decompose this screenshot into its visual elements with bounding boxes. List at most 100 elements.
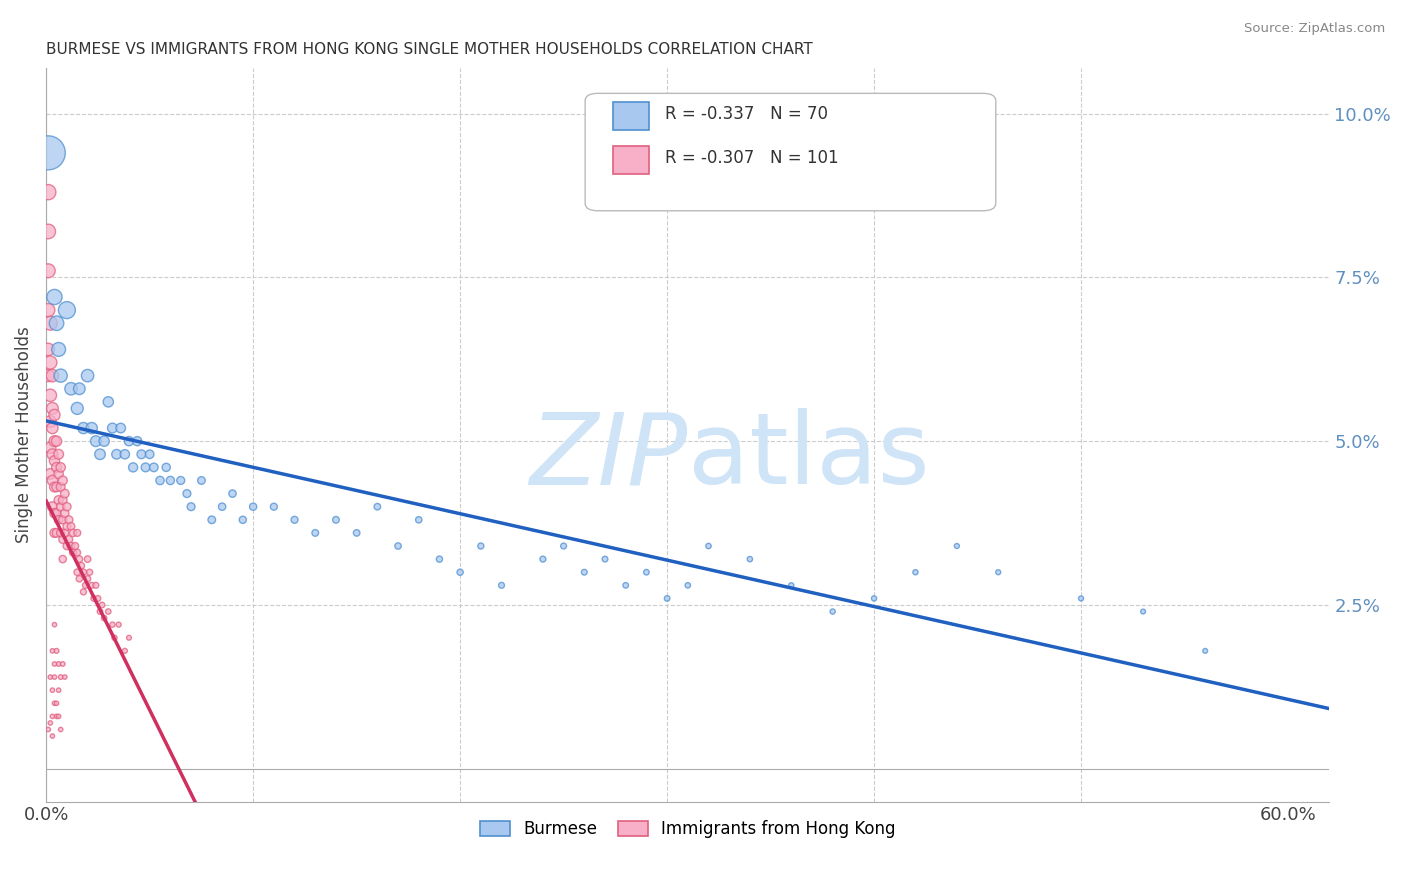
FancyBboxPatch shape xyxy=(585,94,995,211)
Text: Source: ZipAtlas.com: Source: ZipAtlas.com xyxy=(1244,22,1385,36)
Point xyxy=(904,566,927,580)
Point xyxy=(366,500,388,514)
Text: ZIP: ZIP xyxy=(530,409,688,505)
Point xyxy=(56,519,79,533)
Point xyxy=(60,539,83,553)
Point xyxy=(39,441,62,455)
Point xyxy=(58,533,80,547)
Point xyxy=(39,316,62,330)
Point xyxy=(211,500,233,514)
FancyBboxPatch shape xyxy=(613,146,650,174)
Point xyxy=(66,401,89,416)
Point xyxy=(170,474,193,488)
Point xyxy=(531,552,554,566)
Point xyxy=(79,566,101,580)
Point xyxy=(39,467,62,481)
Point xyxy=(636,566,658,580)
Point xyxy=(387,539,409,553)
Point xyxy=(80,421,103,435)
Point xyxy=(66,525,89,540)
Point xyxy=(89,605,111,619)
Point xyxy=(593,552,616,566)
Point xyxy=(49,368,72,383)
Point xyxy=(39,415,62,429)
Point xyxy=(49,500,72,514)
Point xyxy=(553,539,575,553)
Legend: Burmese, Immigrants from Hong Kong: Burmese, Immigrants from Hong Kong xyxy=(474,814,903,845)
Point xyxy=(135,460,157,475)
Point xyxy=(93,611,115,625)
Y-axis label: Single Mother Households: Single Mother Households xyxy=(15,326,32,543)
Point xyxy=(48,683,70,698)
Point xyxy=(263,500,285,514)
Point xyxy=(56,500,79,514)
Point xyxy=(325,513,347,527)
Point xyxy=(44,480,66,494)
Point xyxy=(48,343,70,357)
Point xyxy=(1070,591,1092,606)
Point xyxy=(201,513,224,527)
Point xyxy=(97,605,120,619)
Point xyxy=(53,506,76,520)
Point xyxy=(242,500,264,514)
Point xyxy=(491,578,513,592)
Point xyxy=(101,617,124,632)
Point xyxy=(45,696,67,710)
Point xyxy=(49,525,72,540)
Point xyxy=(41,447,63,461)
Point xyxy=(49,460,72,475)
Point xyxy=(232,513,254,527)
Point xyxy=(44,657,66,671)
Point xyxy=(56,539,79,553)
Point xyxy=(75,578,97,592)
Point xyxy=(142,460,165,475)
Point xyxy=(67,382,90,396)
Point xyxy=(41,644,63,658)
Point xyxy=(39,355,62,369)
Point xyxy=(39,388,62,402)
Point xyxy=(1132,605,1154,619)
Point xyxy=(48,709,70,723)
Point xyxy=(821,605,844,619)
Point xyxy=(105,447,128,461)
Point xyxy=(176,486,198,500)
Point xyxy=(67,572,90,586)
Point xyxy=(449,566,471,580)
Point xyxy=(118,434,141,449)
Point xyxy=(37,224,59,238)
Point xyxy=(53,525,76,540)
Point xyxy=(138,447,160,461)
Point xyxy=(304,525,326,540)
Point xyxy=(131,447,153,461)
Point xyxy=(76,368,98,383)
Point xyxy=(155,460,177,475)
Point xyxy=(44,434,66,449)
Point xyxy=(89,447,111,461)
Point xyxy=(45,525,67,540)
Point xyxy=(72,585,94,599)
Point xyxy=(84,434,107,449)
Point xyxy=(37,343,59,357)
Point xyxy=(1194,644,1216,658)
Point xyxy=(41,474,63,488)
Point xyxy=(44,290,66,304)
Point xyxy=(58,513,80,527)
Point xyxy=(110,421,132,435)
Point xyxy=(41,500,63,514)
Point xyxy=(70,558,93,573)
FancyBboxPatch shape xyxy=(613,103,650,130)
Point xyxy=(738,552,761,566)
Point xyxy=(655,591,678,606)
Point xyxy=(149,474,172,488)
Point xyxy=(429,552,451,566)
Point xyxy=(122,460,145,475)
Point xyxy=(614,578,637,592)
Point xyxy=(52,493,75,508)
Point xyxy=(676,578,699,592)
Point xyxy=(39,715,62,730)
Point xyxy=(56,303,79,318)
Point xyxy=(103,631,125,645)
Point xyxy=(67,552,90,566)
Point xyxy=(574,566,596,580)
Point xyxy=(60,519,83,533)
